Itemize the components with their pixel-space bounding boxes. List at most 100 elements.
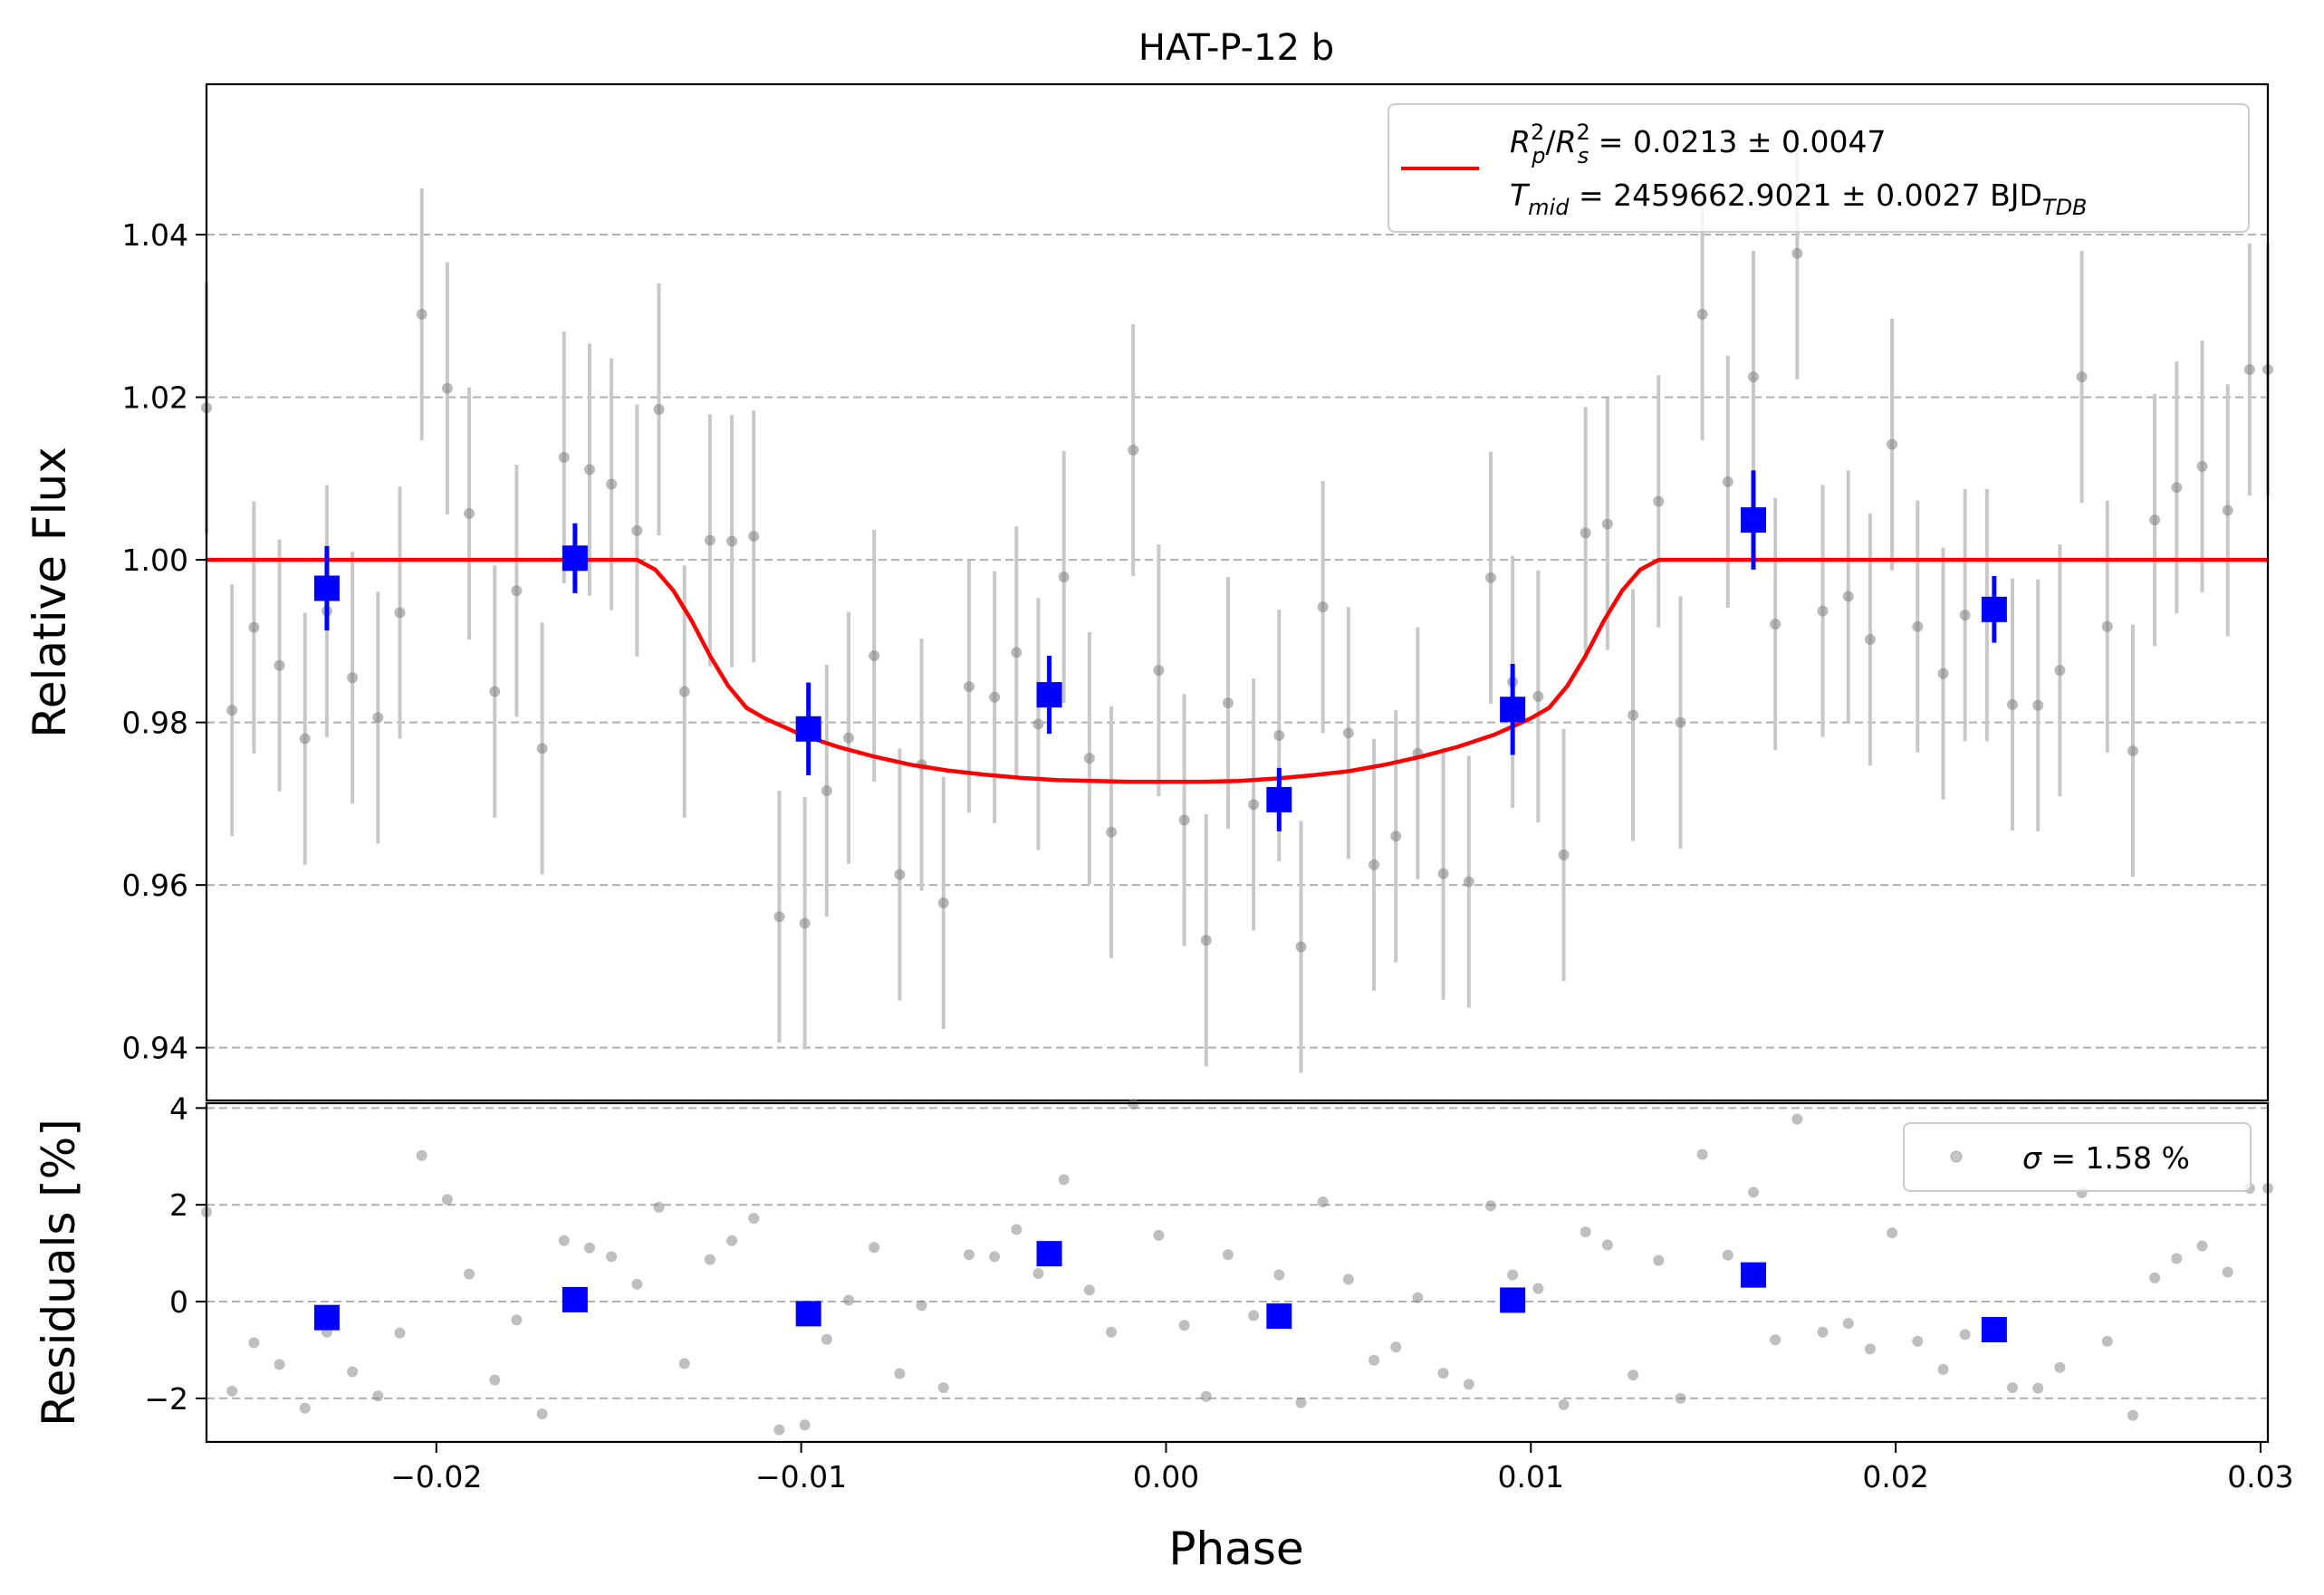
residual-point <box>1106 1326 1118 1338</box>
raw-data-point <box>1463 876 1474 888</box>
residual-point <box>464 1268 475 1280</box>
y-tick-label: 1.00 <box>122 543 188 578</box>
residual-point <box>963 1249 975 1261</box>
residual-point <box>274 1359 285 1370</box>
raw-data-point <box>583 464 595 476</box>
raw-data-point <box>2222 504 2233 516</box>
raw-data-point <box>1628 709 1639 721</box>
raw-data-point <box>489 686 501 697</box>
residual-point <box>1507 1269 1519 1281</box>
x-tick-label: 0.02 <box>1862 1459 1928 1494</box>
raw-data-point <box>1532 690 1544 702</box>
residual-point <box>1864 1343 1876 1355</box>
residual-gridlines <box>206 1107 2268 1399</box>
residual-binned-points <box>313 1241 2007 1343</box>
binned-residual-point <box>313 1304 340 1331</box>
residual-point <box>583 1242 595 1254</box>
main-y-ticks: 0.94 0.96 0.98 1.00 1.02 1.04 <box>122 217 206 1066</box>
y-axis-label-residuals: Residuals [%] <box>33 1119 85 1427</box>
residual-point <box>1580 1226 1591 1238</box>
raw-data-point <box>1273 729 1285 741</box>
residual-point <box>1628 1369 1639 1381</box>
raw-data-point <box>1864 634 1876 646</box>
residual-point <box>248 1337 260 1349</box>
residual-point <box>489 1374 501 1386</box>
residual-point <box>1532 1283 1544 1294</box>
residual-point <box>1770 1334 1781 1346</box>
binned-data-point <box>313 575 340 601</box>
binned-data-point <box>1036 682 1062 708</box>
raw-data-point <box>1675 716 1686 728</box>
residual-point <box>299 1402 311 1414</box>
main-plot-frame <box>205 82 2270 1102</box>
raw-data-point <box>1696 309 1708 321</box>
residual-point <box>1484 1200 1496 1212</box>
legend-radius-ratio-label: R2 p/R2 s = 0.0213 ± 0.0047 <box>1510 120 1887 168</box>
residual-point <box>511 1314 523 1326</box>
raw-data-point <box>1295 941 1307 953</box>
residual-point <box>842 1294 854 1306</box>
residual-point <box>606 1251 618 1263</box>
x-axis-label: Phase <box>1168 1523 1303 1575</box>
residual-point <box>653 1201 665 1213</box>
raw-data-point <box>1817 605 1829 617</box>
raw-data-point <box>937 897 949 908</box>
residual-point <box>1791 1113 1803 1125</box>
raw-data-point <box>894 869 906 880</box>
residual-point <box>226 1385 238 1397</box>
raw-data-point <box>2149 514 2161 526</box>
raw-data-point <box>2054 665 2066 677</box>
main-legend-box <box>1388 103 2250 233</box>
raw-data-point <box>1317 601 1329 613</box>
raw-data-point <box>2196 460 2208 472</box>
residual-point <box>1722 1249 1733 1261</box>
residual-legend: σ = 1.58 % <box>1903 1122 2252 1192</box>
transit-model-line <box>206 557 2268 784</box>
raw-data-point <box>2076 371 2088 383</box>
residual-point <box>1248 1310 1260 1321</box>
binned-data-point <box>795 716 821 742</box>
binned-residual-point <box>1036 1241 1062 1267</box>
residual-point <box>536 1408 548 1420</box>
residual-point <box>1178 1320 1190 1331</box>
raw-data-point <box>869 650 880 662</box>
residual-point <box>1011 1224 1023 1235</box>
raw-data-point <box>1959 610 1971 621</box>
y-tick-label: 4 <box>169 1091 188 1126</box>
raw-data-point <box>1437 868 1449 879</box>
raw-data-point <box>631 524 643 536</box>
residual-point <box>347 1366 359 1378</box>
residual-point <box>1437 1368 1449 1379</box>
residual-point <box>1412 1292 1424 1303</box>
raw-data-point <box>606 478 618 490</box>
raw-data-point <box>299 733 311 745</box>
raw-data-point <box>1128 444 1139 456</box>
residual-point <box>1912 1335 1924 1347</box>
raw-data-point <box>773 911 785 923</box>
raw-data-point <box>536 743 548 754</box>
residual-point <box>726 1235 738 1246</box>
raw-data-point <box>2127 745 2138 757</box>
residual-point <box>748 1213 760 1225</box>
raw-data-point <box>678 686 690 697</box>
residual-point <box>2032 1382 2044 1394</box>
raw-data-point <box>416 309 427 321</box>
raw-data-point <box>1748 371 1760 383</box>
y-tick-label: 2 <box>169 1187 188 1223</box>
y-tick-label: 0 <box>169 1284 188 1320</box>
residual-point <box>1273 1269 1285 1281</box>
raw-data-point <box>394 607 406 619</box>
raw-data-point <box>1484 572 1496 583</box>
raw-data-point <box>1887 438 1898 450</box>
residual-plot-frame <box>205 1101 2270 1444</box>
raw-data-point <box>1032 718 1044 730</box>
raw-data-point <box>842 732 854 744</box>
raw-data-point <box>1222 697 1234 709</box>
raw-data-point <box>1200 935 1212 946</box>
raw-data-point <box>511 585 523 597</box>
residual-point <box>2196 1240 2208 1252</box>
raw-data-point <box>2032 699 2044 711</box>
raw-data-point <box>274 659 285 671</box>
raw-data-point <box>1791 247 1803 259</box>
raw-data-point <box>441 382 453 394</box>
